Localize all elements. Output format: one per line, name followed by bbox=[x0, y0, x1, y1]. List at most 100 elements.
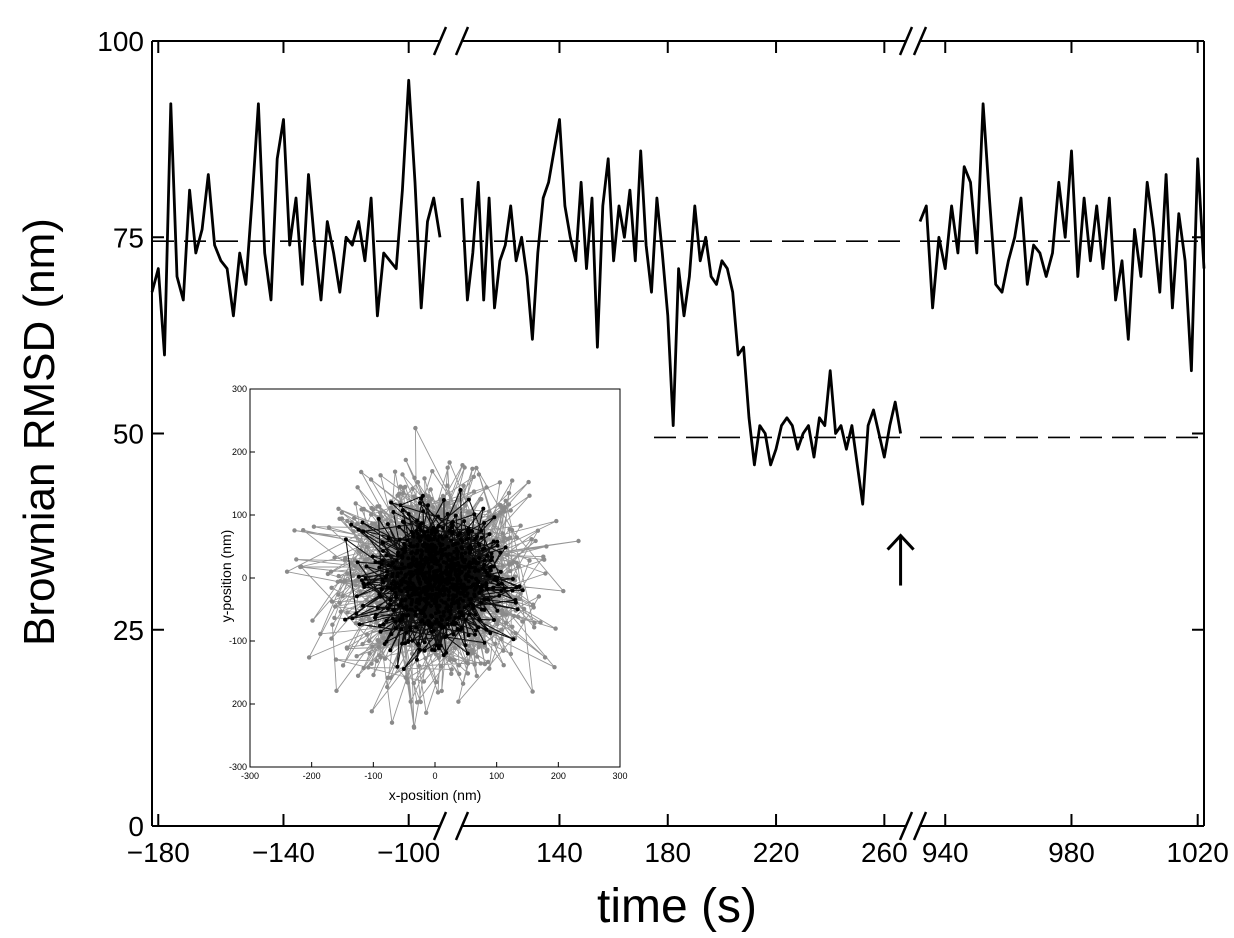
x-tick-label: −180 bbox=[127, 837, 190, 868]
scatter-point bbox=[441, 584, 446, 589]
scatter-point bbox=[475, 568, 480, 573]
scatter-point bbox=[438, 568, 443, 573]
scatter-point bbox=[429, 528, 434, 533]
scatter-point bbox=[401, 520, 406, 525]
scatter-point bbox=[516, 614, 521, 620]
scatter-point bbox=[414, 528, 419, 533]
axis-break-mark bbox=[898, 811, 914, 841]
scatter-point bbox=[458, 627, 463, 632]
scatter-point bbox=[369, 512, 374, 517]
scatter-point bbox=[475, 654, 480, 659]
scatter-point bbox=[421, 509, 426, 514]
scatter-point bbox=[465, 651, 470, 656]
scatter-point bbox=[366, 581, 371, 586]
scatter-point bbox=[422, 648, 427, 653]
scatter-point bbox=[478, 661, 483, 666]
scatter-point bbox=[414, 700, 420, 705]
scatter-point bbox=[433, 620, 438, 625]
scatter-point bbox=[343, 617, 348, 622]
scatter-point bbox=[473, 612, 478, 617]
scatter-point bbox=[467, 612, 472, 617]
scatter-point bbox=[298, 564, 303, 570]
scatter-point bbox=[381, 580, 386, 585]
scatter-point bbox=[496, 582, 501, 587]
scatter-point bbox=[506, 490, 512, 496]
scatter-point bbox=[475, 534, 479, 539]
scatter-point bbox=[392, 469, 398, 474]
scatter-point bbox=[438, 574, 443, 579]
scatter-point bbox=[457, 671, 462, 677]
scatter-point bbox=[399, 627, 404, 632]
scatter-point bbox=[472, 594, 477, 599]
scatter-point bbox=[456, 563, 461, 568]
scatter-point bbox=[375, 638, 380, 643]
scatter-point bbox=[456, 699, 461, 704]
scatter-point bbox=[436, 514, 440, 519]
inset-y-tick-label: -100 bbox=[229, 636, 247, 646]
scatter-point bbox=[530, 689, 535, 694]
scatter-point bbox=[411, 588, 416, 593]
scatter-point bbox=[339, 516, 345, 521]
scatter-point bbox=[500, 581, 504, 586]
scatter-point bbox=[330, 622, 335, 627]
scatter-point bbox=[461, 613, 466, 618]
scatter-point bbox=[301, 528, 306, 533]
scatter-point bbox=[510, 478, 515, 483]
scatter-point bbox=[391, 579, 396, 584]
scatter-point bbox=[342, 578, 348, 584]
scatter-point bbox=[373, 560, 378, 564]
scatter-point bbox=[471, 557, 476, 562]
scatter-point bbox=[326, 525, 332, 530]
scatter-point bbox=[533, 538, 538, 544]
scatter-point bbox=[427, 623, 431, 628]
scatter-point bbox=[360, 641, 365, 647]
scatter-point bbox=[469, 546, 474, 551]
scatter-point bbox=[338, 609, 343, 614]
scatter-point bbox=[434, 596, 439, 601]
scatter-point bbox=[452, 587, 456, 592]
scatter-point bbox=[355, 673, 361, 678]
scatter-point bbox=[416, 591, 421, 596]
scatter-point bbox=[415, 597, 420, 602]
scatter-point bbox=[473, 565, 478, 570]
scatter-point bbox=[353, 501, 358, 506]
scatter-point bbox=[492, 515, 497, 520]
scatter-point bbox=[423, 585, 428, 590]
scatter-point bbox=[441, 600, 446, 605]
scatter-point bbox=[475, 580, 480, 585]
scatter-point bbox=[463, 564, 468, 569]
scatter-point bbox=[339, 510, 344, 515]
scatter-point bbox=[445, 554, 450, 559]
scatter-point bbox=[465, 591, 470, 596]
scatter-point bbox=[457, 566, 462, 571]
scatter-point bbox=[421, 679, 427, 684]
scatter-point bbox=[413, 425, 418, 431]
scatter-point bbox=[374, 658, 380, 664]
scatter-point bbox=[485, 587, 490, 591]
scatter-point bbox=[430, 504, 436, 510]
scatter-point bbox=[542, 655, 548, 660]
scatter-point bbox=[395, 664, 400, 669]
scatter-point bbox=[473, 628, 478, 633]
scatter-point bbox=[430, 588, 435, 593]
inset-y-tick-label: -300 bbox=[229, 762, 247, 772]
scatter-point bbox=[455, 552, 460, 557]
scatter-point bbox=[475, 583, 480, 588]
scatter-point bbox=[554, 518, 559, 524]
scatter-point bbox=[449, 569, 453, 574]
scatter-point bbox=[455, 581, 460, 586]
x-tick-label: 1020 bbox=[1167, 837, 1229, 868]
scatter-point bbox=[499, 589, 504, 593]
scatter-point bbox=[354, 594, 359, 599]
scatter-point bbox=[412, 475, 417, 480]
scatter-point bbox=[434, 617, 439, 622]
scatter-point bbox=[479, 497, 484, 502]
scatter-point bbox=[401, 491, 406, 496]
scatter-point bbox=[441, 613, 446, 618]
scatter-point bbox=[406, 585, 411, 590]
scatter-point bbox=[502, 586, 507, 591]
scatter-point bbox=[495, 543, 500, 548]
scatter-point bbox=[294, 557, 299, 562]
scatter-point bbox=[373, 615, 378, 620]
scatter-point bbox=[437, 534, 442, 539]
